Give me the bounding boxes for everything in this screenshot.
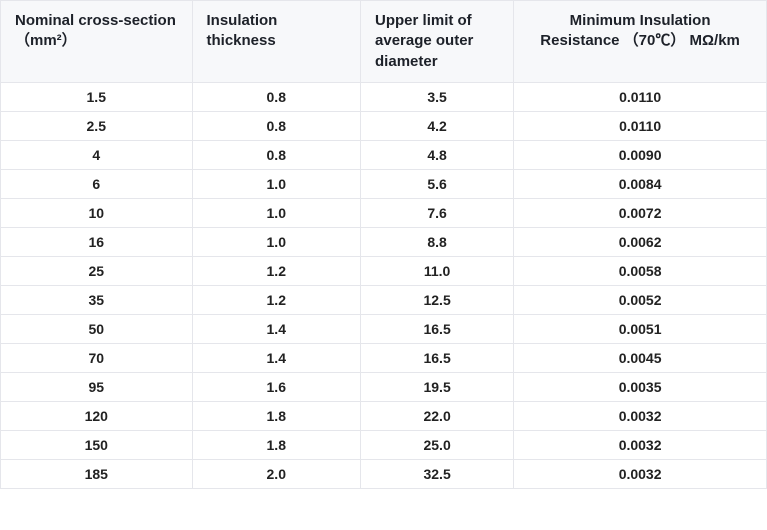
table-cell: 8.8: [361, 227, 514, 256]
table-cell: 1.4: [192, 314, 361, 343]
table-cell: 1.2: [192, 285, 361, 314]
table-row: 351.212.50.0052: [1, 285, 767, 314]
table-cell: 185: [1, 459, 193, 488]
table-cell: 95: [1, 372, 193, 401]
table-row: 251.211.00.0058: [1, 256, 767, 285]
table-cell: 0.8: [192, 140, 361, 169]
table-cell: 3.5: [361, 82, 514, 111]
table-cell: 22.0: [361, 401, 514, 430]
table-cell: 0.0032: [514, 401, 767, 430]
table-cell: 0.0032: [514, 430, 767, 459]
table-cell: 1.0: [192, 198, 361, 227]
table-cell: 1.4: [192, 343, 361, 372]
table-cell: 32.5: [361, 459, 514, 488]
table-cell: 25.0: [361, 430, 514, 459]
col-header-min-resistance: Minimum Insulation Resistance （70℃） MΩ/k…: [514, 1, 767, 83]
table-cell: 10: [1, 198, 193, 227]
table-cell: 1.5: [1, 82, 193, 111]
table-row: 1.50.83.50.0110: [1, 82, 767, 111]
table-cell: 4: [1, 140, 193, 169]
table-cell: 12.5: [361, 285, 514, 314]
table-cell: 19.5: [361, 372, 514, 401]
table-row: 701.416.50.0045: [1, 343, 767, 372]
table-row: 2.50.84.20.0110: [1, 111, 767, 140]
table-cell: 16.5: [361, 343, 514, 372]
table-cell: 120: [1, 401, 193, 430]
table-cell: 0.0035: [514, 372, 767, 401]
col-header-insulation-thickness: Insulation thickness: [192, 1, 361, 83]
table-cell: 70: [1, 343, 193, 372]
table-cell: 1.2: [192, 256, 361, 285]
table-cell: 25: [1, 256, 193, 285]
table-cell: 0.0110: [514, 82, 767, 111]
table-row: 101.07.60.0072: [1, 198, 767, 227]
col-header-outer-diameter: Upper limit of average outer diameter: [361, 1, 514, 83]
table-cell: 7.6: [361, 198, 514, 227]
table-head: Nominal cross-section （mm²） Insulation t…: [1, 1, 767, 83]
table-cell: 35: [1, 285, 193, 314]
table-cell: 1.8: [192, 430, 361, 459]
table-cell: 0.0084: [514, 169, 767, 198]
table-row: 40.84.80.0090: [1, 140, 767, 169]
table-cell: 11.0: [361, 256, 514, 285]
table-cell: 0.0090: [514, 140, 767, 169]
table-cell: 0.0051: [514, 314, 767, 343]
table-row: 61.05.60.0084: [1, 169, 767, 198]
col-header-nominal: Nominal cross-section （mm²）: [1, 1, 193, 83]
table-cell: 50: [1, 314, 193, 343]
table-body: 1.50.83.50.01102.50.84.20.011040.84.80.0…: [1, 82, 767, 488]
table-cell: 4.8: [361, 140, 514, 169]
table-cell: 16.5: [361, 314, 514, 343]
table-cell: 2.0: [192, 459, 361, 488]
table-cell: 1.8: [192, 401, 361, 430]
table-cell: 0.8: [192, 111, 361, 140]
table-cell: 0.0032: [514, 459, 767, 488]
table-cell: 0.0058: [514, 256, 767, 285]
table-cell: 1.0: [192, 169, 361, 198]
table-cell: 1.6: [192, 372, 361, 401]
table-cell: 1.0: [192, 227, 361, 256]
table-row: 1852.032.50.0032: [1, 459, 767, 488]
table-cell: 0.0110: [514, 111, 767, 140]
table-row: 1501.825.00.0032: [1, 430, 767, 459]
table-cell: 16: [1, 227, 193, 256]
table-cell: 4.2: [361, 111, 514, 140]
table-cell: 150: [1, 430, 193, 459]
table-row: 951.619.50.0035: [1, 372, 767, 401]
header-row: Nominal cross-section （mm²） Insulation t…: [1, 1, 767, 83]
table-cell: 0.0062: [514, 227, 767, 256]
table-cell: 0.0072: [514, 198, 767, 227]
spec-table: Nominal cross-section （mm²） Insulation t…: [0, 0, 767, 489]
table-cell: 0.0052: [514, 285, 767, 314]
table-cell: 0.0045: [514, 343, 767, 372]
table-cell: 0.8: [192, 82, 361, 111]
table-row: 161.08.80.0062: [1, 227, 767, 256]
table-cell: 6: [1, 169, 193, 198]
table-cell: 5.6: [361, 169, 514, 198]
table-row: 501.416.50.0051: [1, 314, 767, 343]
table-row: 1201.822.00.0032: [1, 401, 767, 430]
table-cell: 2.5: [1, 111, 193, 140]
